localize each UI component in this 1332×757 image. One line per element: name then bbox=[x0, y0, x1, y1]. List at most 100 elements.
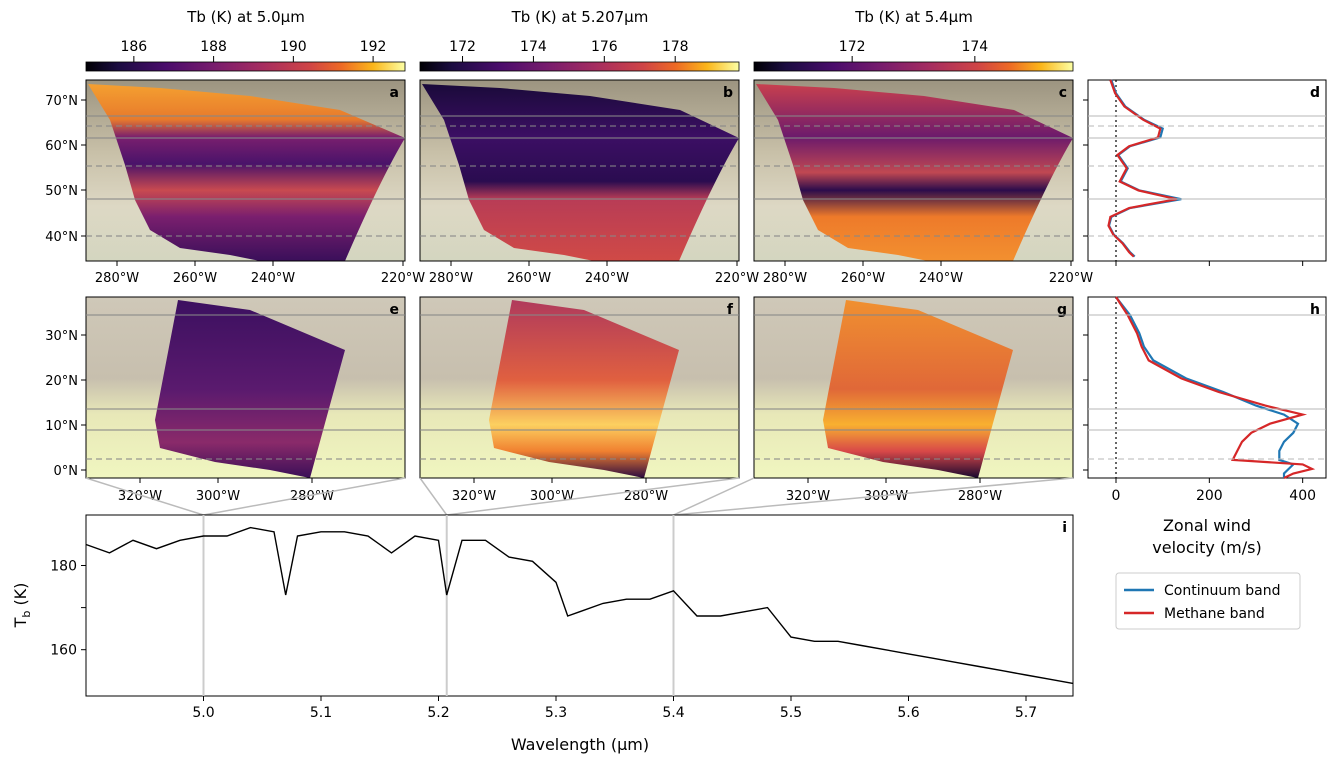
lon-tick-label: 240°W bbox=[919, 271, 963, 286]
spectrum-x-tick-label: 5.7 bbox=[1015, 705, 1037, 721]
spectrum-x-tick-label: 5.6 bbox=[897, 705, 919, 721]
colorbar-3: Tb (K) at 5.4μm 172 174 bbox=[753, 8, 1074, 72]
colorbar-2-title: Tb (K) at 5.207μm bbox=[511, 8, 649, 26]
panel-d: d bbox=[1087, 79, 1327, 266]
spectrum-x-tick-label: 5.3 bbox=[545, 705, 567, 721]
panel-g-letter: g bbox=[1057, 302, 1067, 318]
legend-continuum: Continuum band bbox=[1164, 583, 1281, 599]
colorbar-tick-label: 174 bbox=[961, 39, 988, 55]
lat-tick-label: 30°N bbox=[45, 329, 78, 344]
panel-a: a bbox=[85, 79, 406, 262]
wind-x-tick-label: 0 bbox=[1112, 488, 1121, 504]
spectrum-x-tick-label: 5.4 bbox=[662, 705, 684, 721]
lon-tick-label: 300°W bbox=[864, 489, 908, 504]
panel-f-letter: f bbox=[727, 302, 734, 318]
legend-methane: Methane band bbox=[1164, 606, 1265, 622]
spectrum-x-tick-label: 5.1 bbox=[310, 705, 332, 721]
lat-tick-label: 70°N bbox=[45, 94, 78, 109]
lat-tick-label: 50°N bbox=[45, 184, 78, 199]
lon-tick-label: 320°W bbox=[118, 489, 162, 504]
lon-tick-label: 320°W bbox=[786, 489, 830, 504]
connector-line bbox=[85, 477, 204, 516]
spectrum-line bbox=[85, 526, 1074, 685]
lon-tick-label: 280°W bbox=[95, 271, 139, 286]
lon-tick-label: 320°W bbox=[452, 489, 496, 504]
colorbar-3-title: Tb (K) at 5.4μm bbox=[854, 8, 973, 26]
wind-xlabel-line1: Zonal wind bbox=[1163, 516, 1251, 535]
lon-tick-label: 240°W bbox=[585, 271, 629, 286]
lat-tick-label: 60°N bbox=[45, 139, 78, 154]
panel-d-letter: d bbox=[1310, 85, 1320, 101]
lon-tick-label: 280°W bbox=[290, 489, 334, 504]
panel-i: 5.0 5.1 5.2 5.3 5.4 5.5 5.6 5.7 180 160 i Wavelen… bbox=[11, 477, 1074, 754]
wind-xlabel-line2: velocity (m/s) bbox=[1152, 538, 1261, 557]
panel-b-letter: b bbox=[723, 85, 733, 101]
connector-line bbox=[446, 477, 740, 516]
lon-tick-label: 280°W bbox=[958, 489, 1002, 504]
lat-tick-label: 0°N bbox=[54, 464, 79, 479]
map-a-data bbox=[88, 84, 405, 261]
colorbar-1-title: Tb (K) at 5.0μm bbox=[186, 8, 305, 26]
panel-h: 0 200 400 h Zonal wind velocity (m/s) bbox=[1087, 296, 1327, 557]
wind-series-line bbox=[1115, 296, 1300, 478]
map-e-data bbox=[155, 300, 345, 478]
lon-tick-label: 220°W bbox=[381, 271, 425, 286]
colorbar-1: Tb (K) at 5.0μm 186 188 190 192 bbox=[85, 8, 406, 72]
panel-b: b bbox=[419, 79, 740, 262]
colorbar-1-gradient bbox=[85, 61, 406, 72]
spectrum-x-tick-label: 5.2 bbox=[427, 705, 449, 721]
colorbar-tick-label: 190 bbox=[280, 39, 307, 55]
lon-tick-label: 280°W bbox=[624, 489, 668, 504]
panel-a-letter: a bbox=[390, 85, 399, 101]
legend: Continuum band Methane band bbox=[1115, 572, 1301, 630]
panel-e: e bbox=[85, 296, 406, 479]
colorbar-tick-label: 186 bbox=[120, 39, 147, 55]
panel-e-letter: e bbox=[390, 302, 400, 318]
map-b-data bbox=[422, 84, 739, 261]
connector-line bbox=[203, 477, 406, 516]
wind-series-line bbox=[1115, 296, 1316, 479]
lat-tick-label: 10°N bbox=[45, 419, 78, 434]
connector-line bbox=[673, 477, 755, 516]
spectrum-y-tick-label: 160 bbox=[50, 643, 77, 659]
colorbar-3-gradient bbox=[753, 61, 1074, 72]
colorbar-tick-label: 174 bbox=[520, 39, 547, 55]
lat-tick-label: 40°N bbox=[45, 230, 78, 245]
connector-line bbox=[673, 477, 1074, 516]
lon-tick-label: 240°W bbox=[251, 271, 295, 286]
panel-h-letter: h bbox=[1310, 302, 1320, 318]
colorbar-tick-label: 178 bbox=[662, 39, 689, 55]
panel-i-letter: i bbox=[1062, 520, 1067, 536]
colorbar-2-gradient bbox=[419, 61, 740, 72]
colorbar-tick-label: 192 bbox=[360, 39, 387, 55]
colorbar-tick-label: 176 bbox=[591, 39, 618, 55]
lon-tick-label: 220°W bbox=[1049, 271, 1093, 286]
map-g-data bbox=[823, 300, 1013, 478]
connector-line bbox=[419, 477, 448, 516]
wind-x-tick-label: 400 bbox=[1289, 488, 1316, 504]
colorbar-2: Tb (K) at 5.207μm 172 174 176 178 bbox=[419, 8, 740, 72]
panel-f: f bbox=[419, 296, 740, 479]
spectrum-ylabel: Tb (K) bbox=[11, 583, 33, 629]
spectrum-x-tick-label: 5.5 bbox=[780, 705, 802, 721]
colorbar-tick-label: 172 bbox=[449, 39, 476, 55]
spectrum-x-tick-label: 5.0 bbox=[192, 705, 214, 721]
panel-g: g bbox=[753, 296, 1074, 479]
lon-tick-label: 260°W bbox=[841, 271, 885, 286]
lon-tick-label: 280°W bbox=[763, 271, 807, 286]
lon-tick-label: 300°W bbox=[196, 489, 240, 504]
panel-c-letter: c bbox=[1059, 85, 1067, 101]
wind-x-tick-label: 200 bbox=[1196, 488, 1223, 504]
map-c-data bbox=[756, 84, 1073, 261]
lon-tick-label: 260°W bbox=[173, 271, 217, 286]
colorbar-tick-label: 188 bbox=[200, 39, 227, 55]
colorbar-tick-label: 172 bbox=[839, 39, 866, 55]
lat-tick-label: 20°N bbox=[45, 374, 78, 389]
panel-c: c bbox=[753, 79, 1074, 262]
wind-series-line bbox=[1107, 79, 1177, 258]
lon-tick-label: 260°W bbox=[507, 271, 551, 286]
spectrum-y-tick-label: 180 bbox=[50, 559, 77, 575]
spectrum-xlabel: Wavelength (μm) bbox=[511, 735, 649, 754]
map-f-data bbox=[489, 300, 679, 478]
